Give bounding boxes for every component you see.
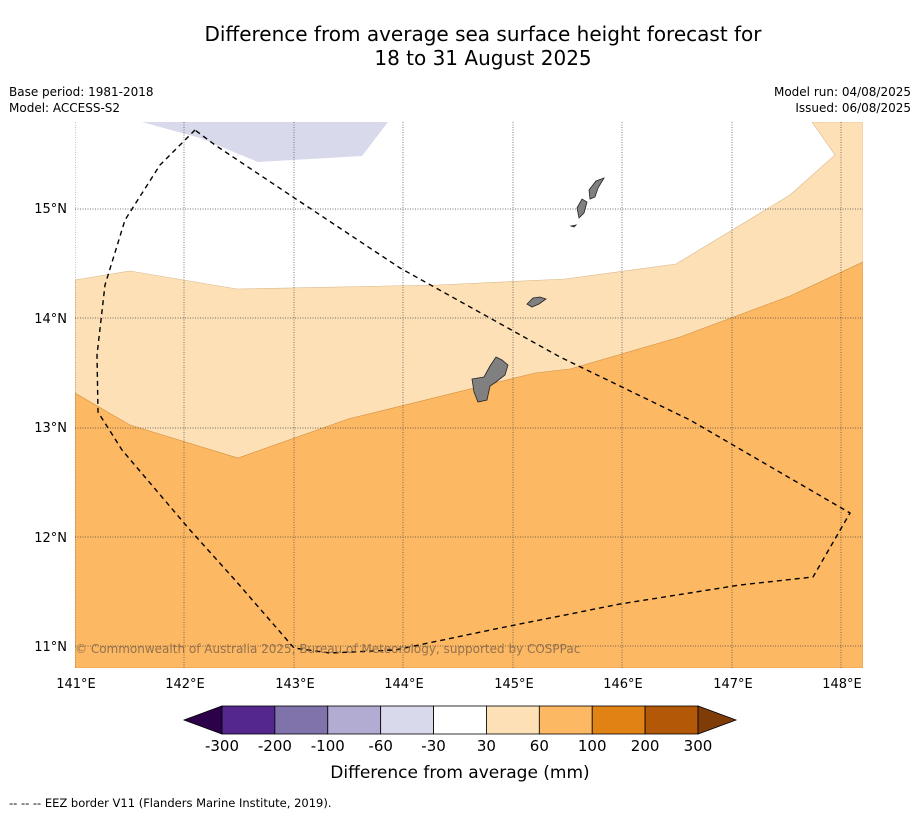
colorbar-tick-label: -200 — [258, 737, 292, 755]
longitude-labels: 141°E 142°E 143°E 144°E 145°E 146°E 147°… — [56, 677, 862, 692]
colorbar-tick-label: -60 — [368, 737, 393, 755]
colorbar-under-arrow — [182, 705, 223, 735]
eez-border — [96, 129, 851, 654]
colorbar-tick-label: 300 — [684, 737, 713, 755]
lon-label: 146°E — [603, 677, 643, 692]
island-aguijan — [569, 224, 578, 228]
colorbar-tick-label: -100 — [311, 737, 345, 755]
colorbar-over-arrow — [697, 705, 738, 735]
lon-label: 141°E — [56, 677, 96, 692]
lat-label: 14°N — [34, 312, 67, 327]
island-rota — [526, 296, 547, 308]
islands — [471, 177, 605, 403]
island-saipan — [588, 177, 605, 200]
lat-label: 15°N — [34, 202, 67, 217]
colorbar-segment — [380, 705, 434, 735]
lat-label: 11°N — [34, 640, 67, 655]
colorbar-segment — [538, 705, 593, 735]
island-guam — [471, 356, 509, 403]
anomaly-region-60-100 — [75, 261, 863, 668]
lon-label: 143°E — [275, 677, 315, 692]
lon-label: 148°E — [822, 677, 862, 692]
chart-title: Difference from average sea surface heig… — [0, 22, 919, 70]
colorbar: -300 -200 -100 -60 -30 30 60 100 200 300 Differen… — [182, 705, 738, 783]
colorbar-label: Difference from average (mm) — [330, 763, 589, 783]
copyright-text: © Commonwealth of Australia 2025, Bureau… — [75, 642, 580, 656]
colorbar-segment — [221, 705, 276, 735]
model-run-label: Model run: 04/08/2025 — [773, 85, 911, 99]
lon-label: 142°E — [165, 677, 205, 692]
lat-label: 13°N — [34, 421, 67, 436]
lon-label: 147°E — [713, 677, 753, 692]
title-line-1: Difference from average sea surface heig… — [204, 22, 762, 46]
colorbar-segment — [591, 705, 646, 735]
colorbar-segment — [274, 705, 329, 735]
latitude-labels: 15°N 14°N 13°N 12°N 11°N — [34, 202, 67, 655]
anomaly-region-minus60-minus30 — [142, 122, 388, 162]
metadata-left: Base period: 1981-2018 Model: ACCESS-S2 — [9, 84, 154, 116]
colorbar-tick-label: 200 — [631, 737, 660, 755]
metadata-right: Model run: 04/08/2025 Issued: 06/08/2025 — [774, 84, 911, 116]
base-period-label: Base period: 1981-2018 — [9, 85, 154, 99]
colorbar-tick-label: -300 — [205, 737, 239, 755]
title-line-2: 18 to 31 August 2025 — [374, 46, 592, 70]
model-label: Model: ACCESS-S2 — [9, 101, 121, 115]
colorbar-segment — [644, 705, 699, 735]
colorbar-tick-label: 100 — [578, 737, 607, 755]
colorbar-tick-label: 30 — [477, 737, 496, 755]
colorbar-tick-label: 60 — [530, 737, 549, 755]
map-area — [75, 122, 863, 668]
colorbar-segment — [486, 705, 540, 735]
lat-label: 12°N — [34, 531, 67, 546]
eez-legend-note: -- -- -- EEZ border V11 (Flanders Marine… — [9, 796, 332, 810]
gridlines — [75, 122, 863, 668]
issued-label: Issued: 06/08/2025 — [795, 101, 911, 115]
colorbar-tick-label: -30 — [421, 737, 446, 755]
island-tinian — [576, 198, 588, 219]
colorbar-segment — [433, 705, 487, 735]
lon-label: 145°E — [494, 677, 534, 692]
lon-label: 144°E — [384, 677, 424, 692]
colorbar-segment — [327, 705, 382, 735]
